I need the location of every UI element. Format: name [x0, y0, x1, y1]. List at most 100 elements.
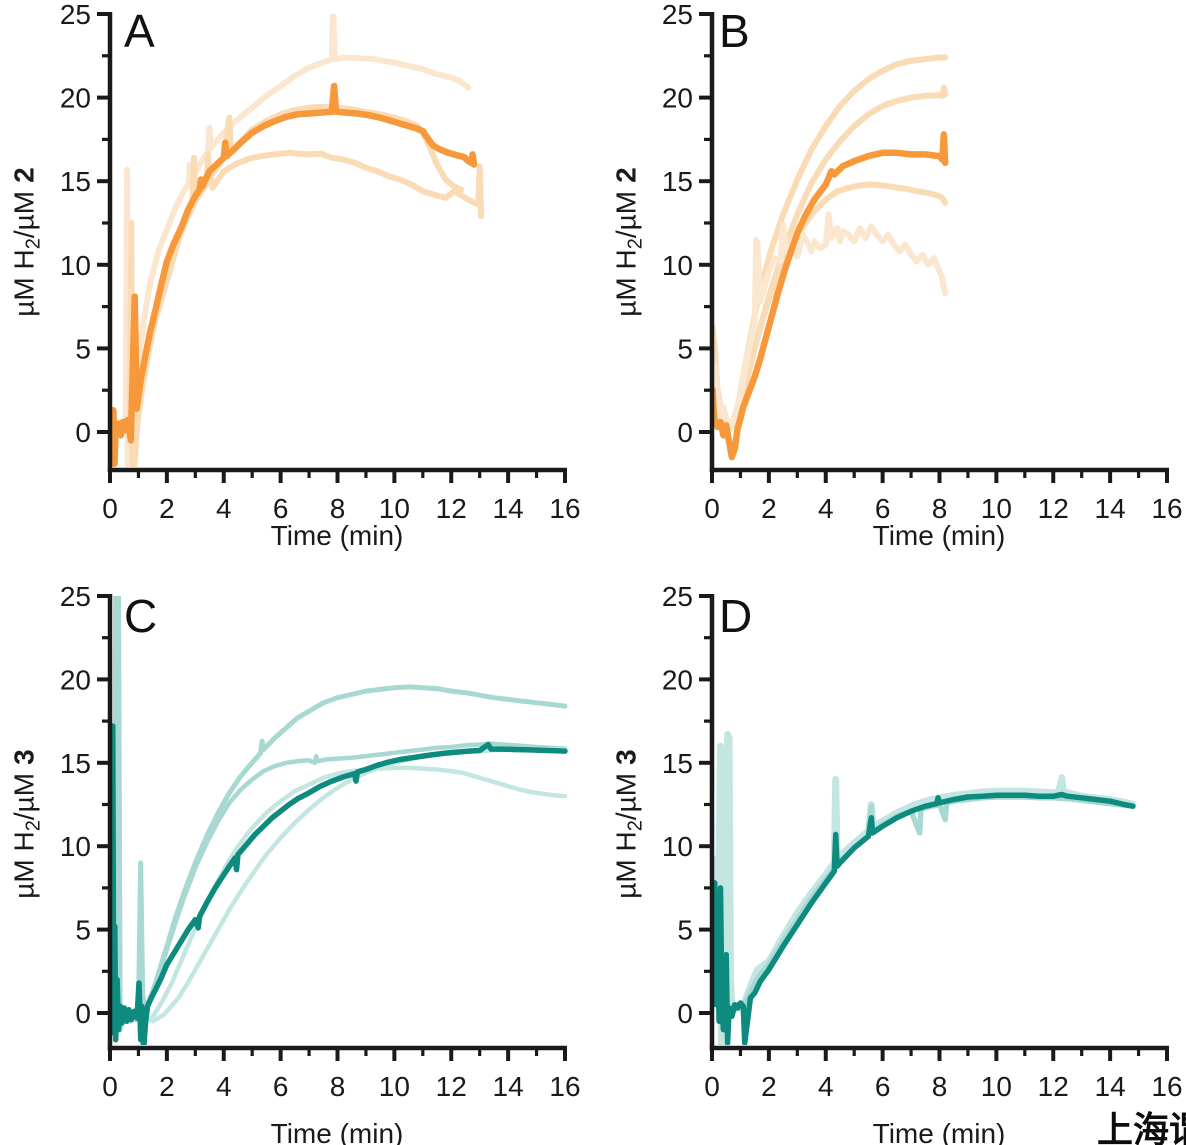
- series-replicate-trace-4: [714, 211, 949, 432]
- y-tick-label: 10: [662, 831, 693, 862]
- x-tick-label: 2: [761, 1071, 777, 1102]
- series-replicate-trace-1: [714, 730, 1137, 1045]
- panel-A: 0 5 10 15 20 25 0 2 4 6 8 10 12 14 16 A µM H2/µM2 Time…: [0, 0, 593, 572]
- series-mean-trace: [112, 82, 478, 467]
- plot-area-D: 0 5 10 15 20 25 0 2 4 6 8 10 12 14 16: [662, 581, 1183, 1102]
- x-tick-label: 16: [549, 493, 580, 524]
- x-tick-label: 10: [379, 1071, 410, 1102]
- y-label-mid: /µM: [610, 190, 642, 239]
- plot-area-A: 0 5 10 15 20 25 0 2 4 6 8 10 12 14 16: [60, 0, 581, 524]
- y-tick-label: 15: [662, 166, 693, 197]
- x-tick-label: 6: [273, 493, 289, 524]
- series-mean-trace: [714, 131, 949, 461]
- y-label-subscript: 2: [624, 820, 647, 832]
- y-tick-label: 20: [60, 664, 91, 695]
- series-group: [714, 730, 1137, 1045]
- series-group: [112, 596, 568, 1045]
- y-label-pre: µM H: [8, 249, 40, 317]
- x-tick-label: 2: [159, 1071, 175, 1102]
- panel-D: 0 5 10 15 20 25 0 2 4 6 8 10 12 14 16 D µM H2/µM3 Time…: [593, 572, 1186, 1145]
- x-tick-label: 4: [216, 493, 232, 524]
- y-tick-label: 20: [60, 83, 91, 114]
- x-tick-label: 8: [932, 1071, 948, 1102]
- x-tick-label: 12: [1038, 1071, 1069, 1102]
- x-tick-label: 12: [436, 1071, 467, 1102]
- y-tick-label: 15: [60, 166, 91, 197]
- series-group: [714, 54, 949, 461]
- panel-letter-D: D: [719, 590, 753, 642]
- y-tick-label: 20: [662, 83, 693, 114]
- x-tick-label: 4: [216, 1071, 232, 1102]
- x-tick-label: 0: [704, 493, 720, 524]
- y-tick-label: 0: [677, 417, 693, 448]
- y-label-mid: /µM: [610, 772, 642, 821]
- y-tick-label: 25: [662, 581, 693, 612]
- y-label-subscript: 2: [624, 238, 647, 250]
- panel-C: 0 5 10 15 20 25 0 2 4 6 8 10 12 14 16 C µM H2/µM3 Time…: [0, 572, 593, 1145]
- y-tick-label: 10: [662, 250, 693, 281]
- series-replicate-trace-3: [147, 765, 568, 1022]
- x-tick-label: 2: [761, 493, 777, 524]
- x-axis-label-C: Time (min): [270, 1118, 404, 1145]
- y-axis-label-B: µM H2/µM2: [611, 167, 648, 316]
- series-mean-trace: [112, 723, 568, 1045]
- y-tick-label: 25: [60, 581, 91, 612]
- x-tick-label: 0: [704, 1071, 720, 1102]
- y-tick-label: 25: [60, 0, 91, 30]
- x-tick-label: 6: [875, 1071, 891, 1102]
- x-tick-label: 4: [818, 493, 834, 524]
- x-axis-label-B: Time (min): [872, 520, 1006, 551]
- series-group: [112, 14, 485, 467]
- y-tick-label: 15: [662, 748, 693, 779]
- y-label-pre: µM H: [8, 831, 40, 899]
- x-tick-label: 14: [1095, 1071, 1126, 1102]
- y-tick-label: 5: [75, 915, 91, 946]
- y-label-subscript: 2: [22, 820, 45, 832]
- series-mean-trace: [714, 791, 1136, 1045]
- plot-area-B: 0 5 10 15 20 25 0 2 4 6 8 10 12 14 16: [662, 0, 1183, 524]
- x-tick-label: 8: [330, 493, 346, 524]
- series-replicate-trace-4: [150, 747, 568, 1024]
- x-tick-label: 10: [379, 493, 410, 524]
- y-tick-label: 0: [75, 998, 91, 1029]
- y-label-pre: µM H: [610, 831, 642, 899]
- x-tick-label: 14: [1095, 493, 1126, 524]
- y-label-subscript: 2: [22, 238, 45, 250]
- y-label-mid: /µM: [8, 190, 40, 239]
- panel-letter-A: A: [124, 5, 155, 57]
- plot-area-C: 0 5 10 15 20 25 0 2 4 6 8 10 12 14 16: [60, 581, 581, 1102]
- x-tick-label: 6: [875, 493, 891, 524]
- x-tick-label: 0: [102, 1071, 118, 1102]
- y-tick-label: 15: [60, 748, 91, 779]
- panel-letter-B: B: [719, 5, 750, 57]
- series-replicate-trace-2: [139, 741, 568, 1021]
- y-tick-label: 25: [662, 0, 693, 30]
- x-tick-label: 4: [818, 1071, 834, 1102]
- x-tick-label: 10: [981, 493, 1012, 524]
- x-tick-label: 6: [273, 1071, 289, 1102]
- x-tick-label: 14: [493, 1071, 524, 1102]
- y-label-compound: 3: [8, 749, 40, 765]
- series-replicate-trace-3: [131, 103, 465, 444]
- y-label-compound: 2: [610, 167, 642, 183]
- y-tick-label: 10: [60, 831, 91, 862]
- y-tick-label: 5: [677, 915, 693, 946]
- x-tick-label: 0: [102, 493, 118, 524]
- y-tick-label: 0: [75, 417, 91, 448]
- x-tick-label: 10: [981, 1071, 1012, 1102]
- y-tick-label: 0: [677, 998, 693, 1029]
- x-tick-label: 14: [493, 493, 524, 524]
- y-axis-label-C: µM H2/µM 3: [9, 749, 46, 898]
- x-tick-label: 16: [1151, 1071, 1182, 1102]
- x-tick-label: 12: [1038, 493, 1069, 524]
- x-tick-label: 8: [330, 1071, 346, 1102]
- x-tick-label: 12: [436, 493, 467, 524]
- x-tick-label: 2: [159, 493, 175, 524]
- y-label-compound: 3: [610, 749, 642, 765]
- watermark-text: 上海谓载: [1097, 1109, 1186, 1145]
- y-axis-label-D: µM H2/µM 3: [611, 749, 648, 898]
- x-tick-label: 8: [932, 493, 948, 524]
- series-replicate-trace-2: [714, 794, 1136, 1013]
- y-label-compound: 2: [8, 167, 40, 183]
